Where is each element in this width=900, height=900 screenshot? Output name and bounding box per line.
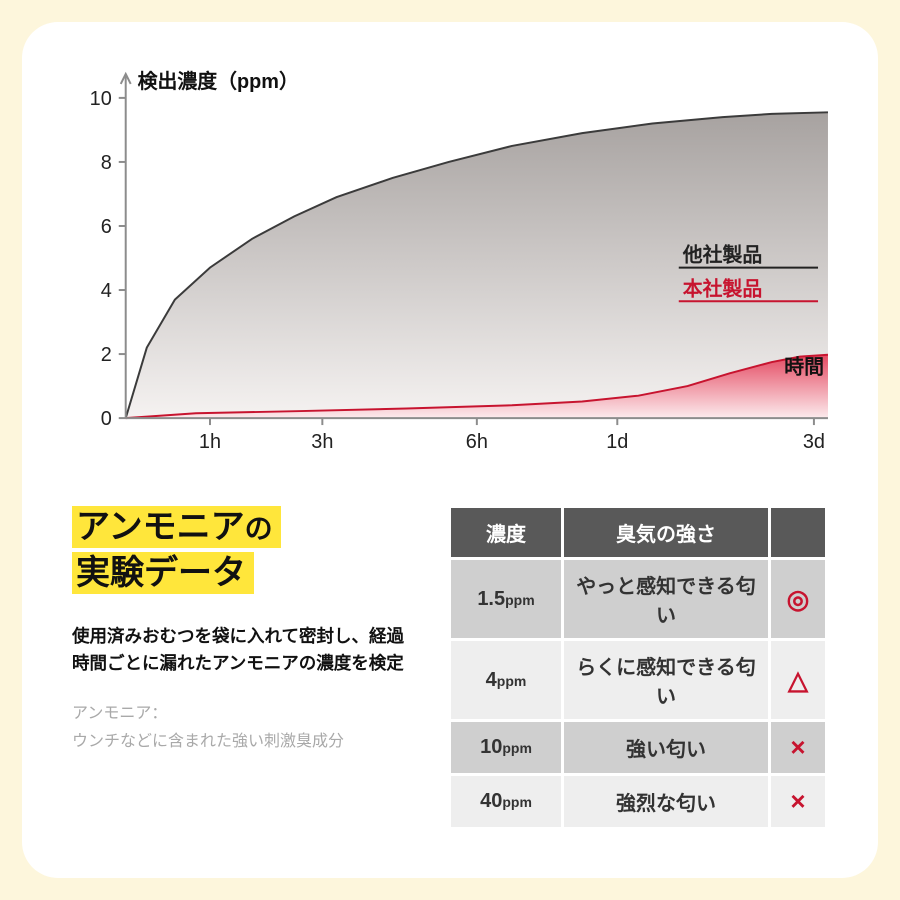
symbol-cell: ◎ — [771, 560, 825, 638]
conc-cell: 40ppm — [451, 776, 561, 827]
label-cell: やっと感知できる匂い — [564, 560, 768, 638]
conc-cell: 10ppm — [451, 722, 561, 773]
description-text: 使用済みおむつを袋に入れて密封し、経過時間ごとに漏れたアンモニアの濃度を検定 — [72, 623, 412, 677]
table-header: 臭気の強さ — [564, 508, 768, 557]
y-tick-label: 2 — [101, 344, 112, 366]
y-tick-label: 10 — [90, 88, 112, 110]
symbol-cell: △ — [771, 641, 825, 719]
odor-table: 濃度臭気の強さ1.5ppmやっと感知できる匂い◎4ppmらくに感知できる匂い△1… — [448, 505, 828, 830]
x-tick-label: 6h — [466, 431, 488, 453]
y-tick-label: 8 — [101, 152, 112, 174]
note-label: アンモニア： — [72, 699, 412, 723]
title-strong-1: アンモニア — [76, 508, 245, 546]
table-header — [771, 508, 825, 557]
table-row: 4ppmらくに感知できる匂い△ — [451, 641, 825, 719]
y-axis-label: 検出濃度（ppm） — [138, 70, 299, 93]
symbol-cell: × — [771, 776, 825, 827]
conc-cell: 4ppm — [451, 641, 561, 719]
x-tick-label: 1h — [199, 431, 221, 453]
table-header: 濃度 — [451, 508, 561, 557]
y-tick-label: 6 — [101, 216, 112, 238]
label-cell: らくに感知できる匂い — [564, 641, 768, 719]
symbol-cell: × — [771, 722, 825, 773]
x-tick-label: 3d — [803, 431, 825, 453]
label-cell: 強い匂い — [564, 722, 768, 773]
label-cell: 強烈な匂い — [564, 776, 768, 827]
table-row: 40ppm強烈な匂い× — [451, 776, 825, 827]
section-title: アンモニアの 実験データ — [72, 505, 412, 597]
info-panel: アンモニアの 実験データ 使用済みおむつを袋に入れて密封し、経過時間ごとに漏れた… — [72, 505, 412, 830]
title-line-2: 実験データ — [72, 552, 254, 594]
x-axis-label: 時間 — [784, 355, 824, 378]
ammonia-chart: 02468101h3h6h1d3d検出濃度（ppm）時間他社製品本社製品 — [72, 62, 828, 449]
x-tick-label: 3h — [311, 431, 333, 453]
content-card: 0 2 4 6 8 10 1h 3h 6h 1d 3d 検出濃度（ppm） 時間 他社製品本社製品 アンモ… — [22, 22, 878, 878]
title-small: の — [245, 513, 273, 544]
x-tick-label: 1d — [606, 431, 628, 453]
y-tick-label: 0 — [101, 408, 112, 430]
page-outer: 0 2 4 6 8 10 1h 3h 6h 1d 3d 検出濃度（ppm） 時間 他社製品本社製品 アンモ… — [0, 0, 900, 900]
table-row: 10ppm強い匂い× — [451, 722, 825, 773]
bottom-section: アンモニアの 実験データ 使用済みおむつを袋に入れて密封し、経過時間ごとに漏れた… — [72, 505, 828, 830]
note-body: ウンチなどに含まれた強い刺激臭成分 — [72, 727, 412, 751]
conc-cell: 1.5ppm — [451, 560, 561, 638]
legend-ours: 本社製品 — [683, 277, 763, 300]
legend-competitor: 他社製品 — [682, 244, 763, 267]
table-row: 1.5ppmやっと感知できる匂い◎ — [451, 560, 825, 638]
y-tick-label: 4 — [101, 280, 112, 302]
